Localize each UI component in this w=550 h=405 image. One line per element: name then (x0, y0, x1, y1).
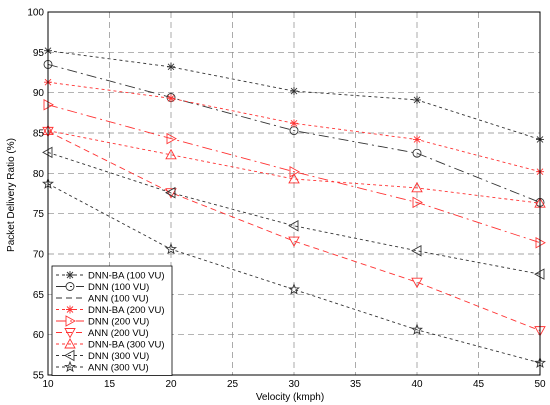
data-point (167, 62, 175, 71)
x-tick-label: 20 (165, 379, 177, 390)
series-line (47, 50, 541, 140)
series-line (47, 63, 541, 203)
series-7 (42, 124, 546, 208)
data-point (290, 119, 298, 128)
data-point (288, 173, 300, 184)
y-tick-label: 65 (33, 290, 45, 301)
legend-entry: ANN (200 VU) (88, 328, 149, 339)
legend-entry: DNN (300 VU) (88, 351, 149, 362)
series-line (47, 104, 541, 244)
y-tick-label: 70 (33, 250, 45, 261)
legend-marker (65, 315, 76, 327)
legend-entry: DNN-BA (200 VU) (88, 305, 165, 316)
y-tick-label: 90 (33, 88, 45, 99)
legend-entry: ANN (300 VU) (88, 363, 149, 374)
series-line (47, 130, 541, 332)
x-tick-label: 40 (411, 379, 423, 390)
legend-marker (64, 338, 76, 349)
x-tick-label: 10 (42, 379, 54, 390)
x-tick-label: 45 (473, 379, 485, 390)
data-point (167, 94, 175, 103)
series-line (47, 81, 541, 173)
data-point (165, 188, 177, 199)
data-point (411, 323, 423, 335)
series-line (47, 151, 541, 275)
y-tick-label: 85 (33, 129, 45, 140)
legend-marker (66, 271, 74, 279)
data-point (411, 245, 422, 257)
y-axis-label: Packet Delivery Ratio (%) (6, 138, 17, 252)
series-line (47, 183, 541, 364)
legend-marker (64, 349, 75, 362)
data-point (288, 220, 299, 232)
series-8 (42, 146, 545, 280)
series-line (47, 130, 541, 204)
y-tick-label: 80 (33, 169, 45, 180)
legend-entry: ANN (100 VU) (88, 294, 149, 305)
data-point (412, 196, 423, 209)
x-axis-label: Velocity (kmph) (256, 392, 324, 403)
data-point (413, 135, 421, 144)
x-tick-label: 50 (534, 379, 546, 390)
legend-marker (66, 305, 74, 314)
legend-marker (64, 328, 76, 339)
data-point (165, 186, 176, 199)
data-point (288, 283, 300, 295)
x-tick-label: 30 (288, 379, 300, 390)
legend-entry: DNN (100 VU) (88, 282, 149, 293)
series-5 (43, 99, 546, 249)
data-point (165, 148, 177, 160)
legend-entry: DNN-BA (300 VU) (88, 340, 165, 351)
data-point (166, 132, 177, 145)
legend-entry: DNN (200 VU) (88, 317, 149, 328)
y-tick-label: 100 (27, 8, 44, 19)
legend: DNN-BA (100 VU)DNN (100 VU)ANN (100 VU)D… (51, 265, 173, 376)
y-tick-label: 60 (33, 330, 45, 341)
x-tick-label: 35 (350, 379, 362, 390)
legend-marker (64, 360, 76, 373)
legend-entry: DNN-BA (100 VU) (88, 271, 165, 282)
series-layer (42, 46, 546, 368)
x-tick-label: 15 (104, 379, 116, 390)
y-tick-label: 75 (33, 209, 45, 220)
data-point (412, 148, 422, 158)
y-tick-label: 95 (33, 48, 45, 59)
tick-labels: 10 15 20 25 30 35 40 45 50 55 60 65 70 75 80 85 90 95 100 (27, 8, 546, 391)
data-point (411, 181, 423, 193)
data-point (411, 277, 423, 289)
plot-frame (47, 11, 541, 376)
data-point (290, 87, 298, 96)
data-point (165, 242, 177, 255)
legend-marker (65, 282, 75, 291)
y-tick-label: 55 (33, 371, 45, 382)
x-tick-label: 25 (227, 379, 239, 390)
data-point (288, 236, 300, 248)
data-point (413, 95, 421, 104)
